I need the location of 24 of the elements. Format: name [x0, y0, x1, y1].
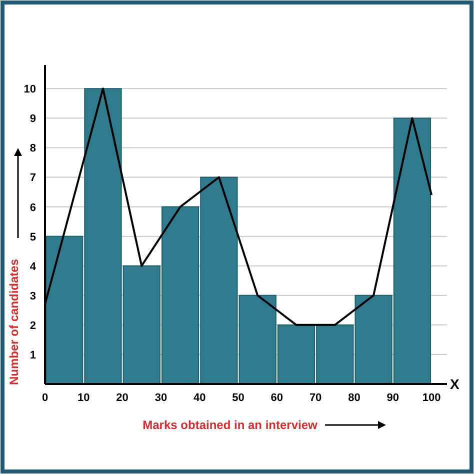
y-tick-label: 4: [30, 260, 37, 273]
x-tick-label: 100: [422, 392, 441, 404]
y-axis-title: Number of candidates: [7, 258, 21, 386]
y-tick-label: 8: [30, 142, 36, 155]
text: X: [450, 376, 460, 392]
x-tick-label: 40: [193, 392, 206, 404]
x-axis-title: Marks obtained in an interview: [142, 418, 318, 432]
x-tick-label: 70: [309, 392, 322, 404]
y-tick-label: 3: [30, 290, 36, 302]
x-tick-label: 50: [232, 392, 244, 404]
x-tick-label: 90: [386, 392, 400, 404]
x-tick-label: 10: [78, 392, 90, 404]
x-tick-label: 0: [42, 392, 48, 404]
y-tick-label: 10: [24, 84, 36, 96]
x-tick-label: 80: [348, 392, 360, 404]
y-tick-label: 1: [30, 349, 36, 362]
x-tick-label: 20: [116, 392, 128, 404]
y-tick-label: 9: [30, 113, 36, 126]
y-tick-label: 5: [30, 231, 36, 244]
y-tick-label: 6: [30, 202, 36, 214]
x-tick-label: 60: [270, 392, 284, 404]
y-tick-label: 7: [30, 172, 36, 184]
y-tick-label: 2: [30, 320, 36, 332]
x-tick-label: 30: [154, 392, 168, 404]
